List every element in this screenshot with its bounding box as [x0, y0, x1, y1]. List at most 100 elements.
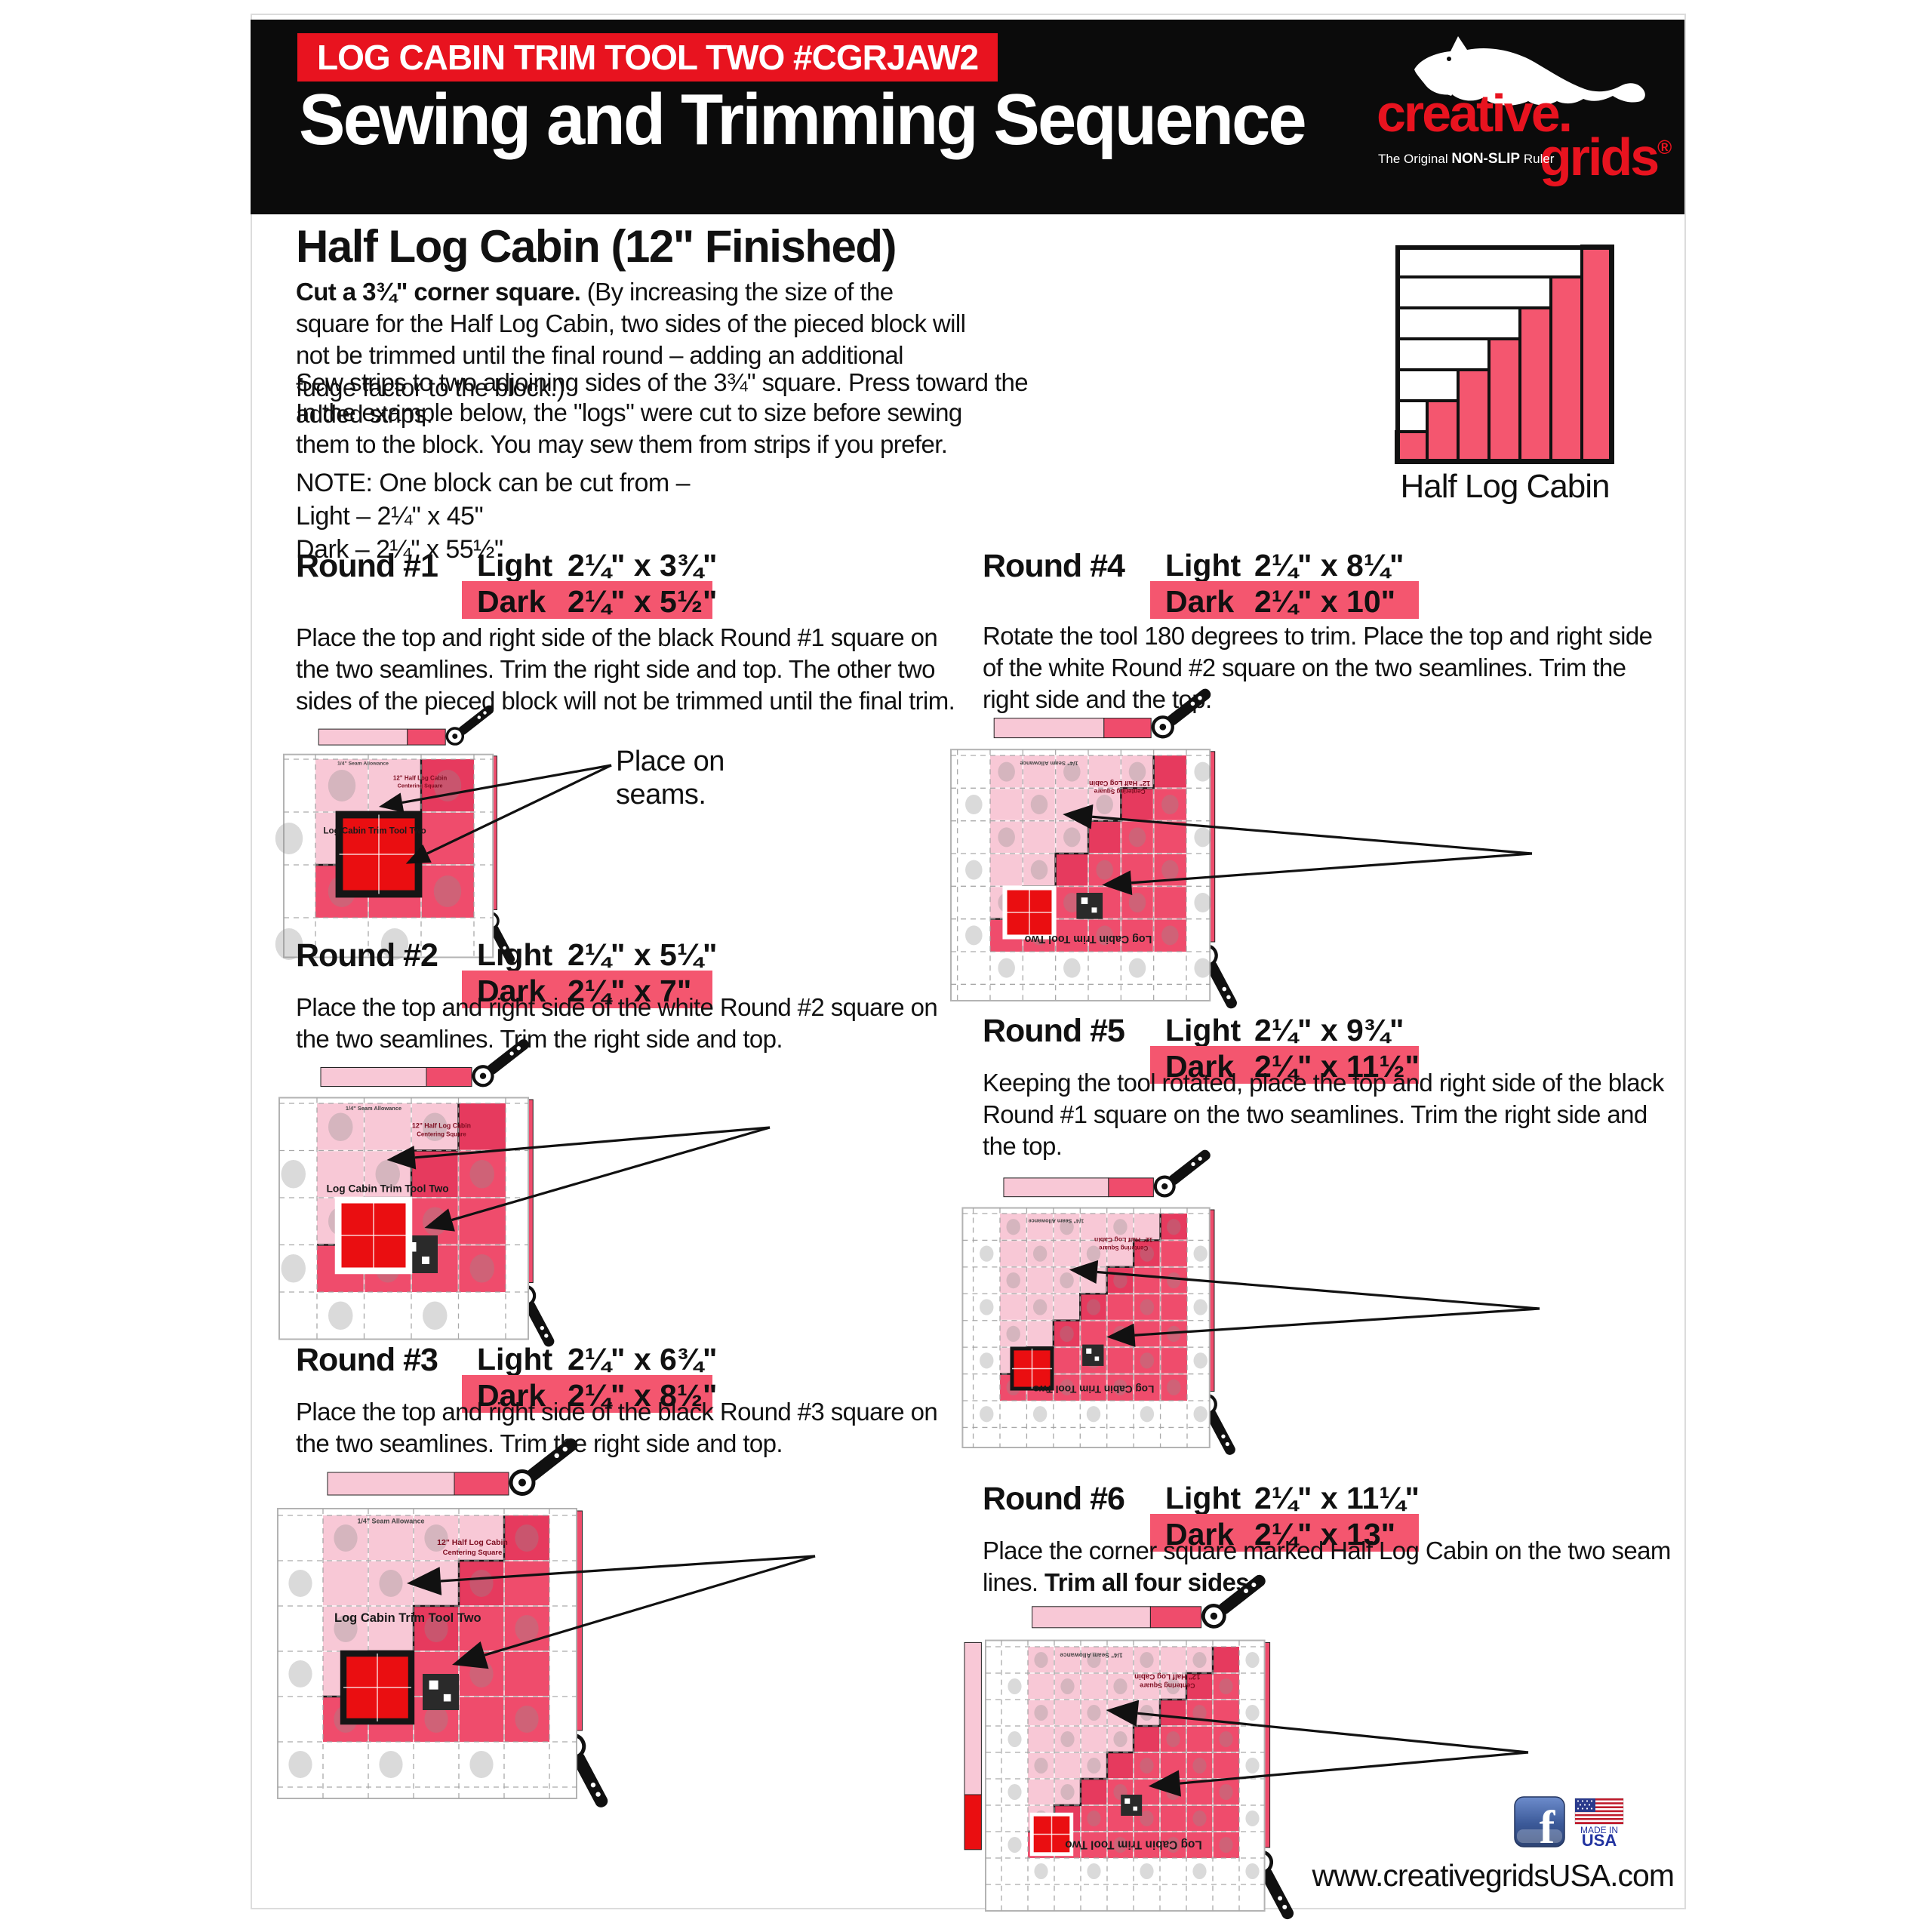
round-4-dark-size: 2¼" x 10" [1254, 584, 1396, 619]
fox-logo-icon [1414, 36, 1645, 106]
intro-paragraph-3: In the example below, the "logs" were cu… [296, 398, 962, 459]
round-3-dark-size: 2¼" x 8½" [568, 1378, 718, 1413]
round-4-text: Rotate the tool 180 degrees to trim. Pla… [983, 622, 1653, 714]
round-4-light-label: Light [1165, 548, 1241, 583]
round-2-light-size: 2¼" x 5¼" [568, 937, 718, 972]
round-6-dark-size: 2¼" x 13" [1254, 1517, 1396, 1552]
creative-grids-logo: creative. grids® The Original NON-SLIP R… [1366, 23, 1690, 211]
round-1-text: Place the top and right side of the blac… [296, 623, 955, 715]
round-6-dark-bar [1150, 1514, 1419, 1552]
us-flag-icon [1574, 1798, 1624, 1825]
header: LOG CABIN TRIM TOOL TWO #CGRJAW2 Sewing … [251, 20, 1684, 214]
round-3-dark-bar [462, 1375, 712, 1413]
svg-text:Centering Square: Centering Square [1140, 1682, 1195, 1690]
round-2-dark-label: Dark [477, 974, 546, 1008]
round-5-light-size: 2¼" x 9¾" [1254, 1013, 1404, 1048]
round-2-name: Round #2 [296, 937, 438, 974]
round-6-light-size: 2¼" x 11¼" [1254, 1481, 1420, 1515]
round-3-diagram: Log Cabin Trim Tool Two 12" Half Log Cabi… [277, 1438, 816, 1807]
svg-text:12" Half Log Cabin: 12" Half Log Cabin [437, 1538, 508, 1547]
page-title: Sewing and Trimming Sequence [299, 79, 1307, 160]
svg-text:Centering Square: Centering Square [417, 1131, 466, 1137]
round-5-dark-bar [1150, 1046, 1419, 1084]
svg-text:Centering Square: Centering Square [443, 1549, 503, 1557]
round-6-name: Round #6 [983, 1481, 1125, 1517]
svg-text:12" Half Log Cabin: 12" Half Log Cabin [412, 1122, 471, 1130]
logo-brand-top: creative. [1377, 84, 1573, 143]
round-6-text: Place the corner square marked Half Log … [983, 1537, 1671, 1597]
round-4-name: Round #4 [983, 548, 1125, 584]
product-badge: LOG CABIN TRIM TOOL TWO #CGRJAW2 [297, 33, 998, 82]
svg-text:MADE IN: MADE IN [1580, 1825, 1618, 1835]
svg-text:1/4" Seam Allowance: 1/4" Seam Allowance [337, 761, 389, 766]
svg-text:Log Cabin Trim Tool Two: Log Cabin Trim Tool Two [1033, 1383, 1155, 1395]
svg-text:12" Half Log Cabin: 12" Half Log Cabin [1089, 780, 1150, 787]
website-link[interactable]: www.creativegridsUSA.com [1312, 1858, 1675, 1893]
round-5-text: Keeping the tool rotated, place the top … [983, 1069, 1664, 1161]
round-1-diagram: Log Cabin Trim Tool Two 12" Half Log Cabi… [275, 705, 612, 964]
logo-tagline: The Original NON-SLIP Ruler [1378, 151, 1555, 167]
svg-text:12" Half Log Cabin: 12" Half Log Cabin [1134, 1672, 1200, 1680]
round-4-dark-label: Dark [1165, 584, 1235, 619]
round-2-dark-size: 2¼" x 7" [568, 974, 692, 1008]
intro-paragraph-1: Cut a 3¾" corner square. (By increasing … [296, 278, 966, 401]
svg-text:1/4" Seam Allowance: 1/4" Seam Allowance [346, 1105, 401, 1112]
round-2-dark-bar [462, 971, 712, 1008]
round-4-light-size: 2¼" x 8¼" [1254, 548, 1404, 583]
section-heading: Half Log Cabin (12" Finished) [296, 221, 897, 272]
logo-brand-bottom: grids® [1540, 128, 1672, 186]
round-5-dark-label: Dark [1165, 1049, 1235, 1084]
svg-text:1/4" Seam Allowance: 1/4" Seam Allowance [1029, 1217, 1084, 1224]
note-line-1: NOTE: One block can be cut from – [296, 469, 691, 497]
round-5-diagram: Log Cabin Trim Tool Two 12" Half Log Cabi… [961, 1149, 1540, 1455]
round-1-dark-bar [462, 581, 712, 619]
note-line-3: Dark – 2¼" x 55½" [296, 535, 503, 564]
round-4-dark-bar [1150, 581, 1419, 619]
round-1-light-label: Light [477, 548, 553, 583]
svg-text:1/4" Seam Allowance: 1/4" Seam Allowance [357, 1518, 424, 1525]
note-line-2: Light – 2¼" x 45" [296, 502, 484, 531]
svg-text:Centering Square: Centering Square [398, 782, 443, 789]
round-5-dark-size: 2¼" x 11½" [1254, 1049, 1420, 1084]
round-6-light-label: Light [1165, 1481, 1241, 1515]
round-2-light-label: Light [477, 937, 553, 972]
round-6-dark-label: Dark [1165, 1517, 1235, 1552]
half-log-cabin-block-image [1395, 245, 1614, 464]
registered-mark: ® [1657, 136, 1672, 158]
round-1-dark-size: 2¼" x 5½" [568, 584, 718, 619]
round-3-dark-label: Dark [477, 1378, 546, 1413]
intro-paragraph-2: Sew strips to two adjoining sides of the… [296, 368, 1029, 429]
round-3-light-label: Light [477, 1342, 553, 1377]
round-1-light-size: 2¼" x 3¾" [568, 548, 718, 583]
svg-text:f: f [1540, 1802, 1556, 1854]
svg-text:USA: USA [1582, 1831, 1617, 1850]
svg-text:Log Cabin Trim Tool Two: Log Cabin Trim Tool Two [324, 827, 426, 836]
round-3-name: Round #3 [296, 1342, 438, 1378]
svg-text:12" Half Log Cabin: 12" Half Log Cabin [1094, 1236, 1152, 1244]
round-1-dark-label: Dark [477, 584, 546, 619]
round-4-diagram: Log Cabin Trim Tool Two 12" Half Log Cabi… [950, 688, 1533, 1009]
round-2-text: Place the top and right side of the whit… [296, 993, 938, 1054]
round-6-diagram: Log Cabin Trim Tool Two 12" Half Log Cabi… [964, 1574, 1529, 1920]
round-5-light-label: Light [1165, 1013, 1241, 1048]
page-border [251, 14, 1686, 1909]
round-5-name: Round #5 [983, 1013, 1125, 1049]
made-in-usa-flag: MADE IN USA [1574, 1798, 1624, 1850]
svg-text:Log Cabin Trim Tool Two: Log Cabin Trim Tool Two [334, 1611, 481, 1625]
svg-text:Log Cabin Trim Tool Two: Log Cabin Trim Tool Two [1065, 1838, 1202, 1851]
round-3-light-size: 2¼" x 6¾" [568, 1342, 718, 1377]
block-caption: Half Log Cabin [1400, 468, 1610, 505]
round-1-name: Round #1 [296, 548, 438, 584]
place-on-seams-annotation: Place on seams. [616, 746, 724, 811]
svg-text:Log Cabin Trim Tool Two: Log Cabin Trim Tool Two [1024, 933, 1152, 945]
round-2-diagram: Log Cabin Trim Tool Two 12" Half Log Cabi… [278, 1039, 771, 1347]
round-3-text: Place the top and right side of the blac… [296, 1398, 938, 1458]
svg-text:1/4" Seam Allowance: 1/4" Seam Allowance [1060, 1651, 1123, 1659]
svg-text:12" Half Log Cabin: 12" Half Log Cabin [393, 774, 447, 781]
facebook-icon[interactable]: f [1514, 1796, 1565, 1854]
svg-text:Centering Square: Centering Square [1099, 1244, 1149, 1251]
svg-text:Log Cabin Trim Tool Two: Log Cabin Trim Tool Two [327, 1183, 449, 1195]
svg-text:Centering Square: Centering Square [1094, 788, 1146, 795]
svg-text:1/4" Seam Allowance: 1/4" Seam Allowance [1020, 760, 1078, 767]
